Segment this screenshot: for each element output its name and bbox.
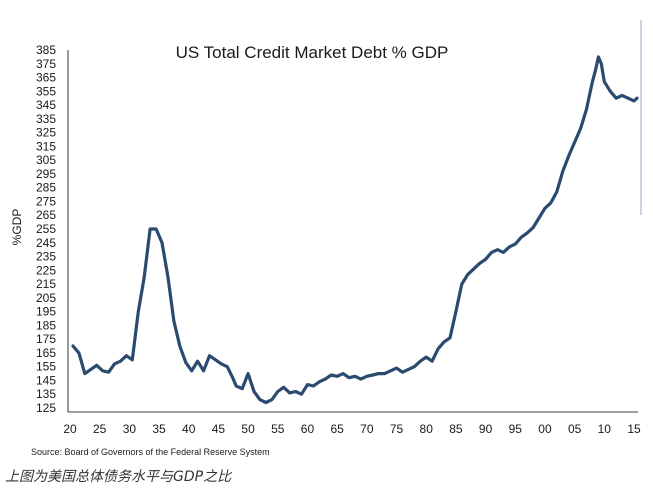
y-tick-label: 165 xyxy=(36,346,56,360)
y-tick-label: 295 xyxy=(36,167,56,181)
image-caption: 上图为美国总体债务水平与GDP之比 xyxy=(5,469,233,485)
source-note: Source: Board of Governors of the Federa… xyxy=(31,447,270,457)
y-tick-label: 195 xyxy=(36,305,56,319)
x-tick-label: 30 xyxy=(123,422,137,436)
y-tick-label: 215 xyxy=(36,277,56,291)
x-tick-label: 60 xyxy=(301,422,315,436)
y-tick-label: 185 xyxy=(36,318,56,332)
y-tick-label: 285 xyxy=(36,181,56,195)
x-tick-label: 95 xyxy=(509,422,523,436)
y-tick-label: 205 xyxy=(36,291,56,305)
x-tick-label: 50 xyxy=(241,422,255,436)
x-tick-label: 25 xyxy=(93,422,107,436)
y-tick-label: 355 xyxy=(36,84,56,98)
y-tick-labels: 3853753653553453353253153052952852752652… xyxy=(36,43,56,415)
y-tick-label: 375 xyxy=(36,57,56,71)
y-tick-label: 135 xyxy=(36,387,56,401)
y-tick-label: 145 xyxy=(36,373,56,387)
x-tick-label: 55 xyxy=(271,422,285,436)
x-tick-label: 10 xyxy=(598,422,612,436)
y-tick-label: 365 xyxy=(36,71,56,85)
x-tick-label: 70 xyxy=(360,422,374,436)
x-tick-label: 45 xyxy=(212,422,226,436)
y-tick-label: 265 xyxy=(36,208,56,222)
y-tick-label: 345 xyxy=(36,98,56,112)
y-tick-label: 275 xyxy=(36,194,56,208)
x-tick-label: 35 xyxy=(152,422,166,436)
y-tick-label: 245 xyxy=(36,236,56,250)
y-tick-label: 315 xyxy=(36,139,56,153)
x-tick-label: 85 xyxy=(449,422,463,436)
series-line xyxy=(71,55,639,405)
x-tick-label: 65 xyxy=(330,422,344,436)
y-tick-label: 255 xyxy=(36,222,56,236)
x-tick-label: 75 xyxy=(390,422,404,436)
x-tick-label: 05 xyxy=(568,422,582,436)
x-tick-label: 40 xyxy=(182,422,196,436)
x-tick-label: 80 xyxy=(420,422,434,436)
y-tick-label: 305 xyxy=(36,153,56,167)
x-tick-label: 00 xyxy=(538,422,552,436)
x-tick-labels: 20 25 30 35 40 45 50 55 60 65 70 75 80 85 90 95 00 05 10 15 xyxy=(63,422,641,436)
y-tick-label: 385 xyxy=(36,43,56,57)
y-tick-label: 335 xyxy=(36,112,56,126)
y-tick-label: 235 xyxy=(36,250,56,264)
x-tick-label: 15 xyxy=(627,422,641,436)
y-tick-label: 175 xyxy=(36,332,56,346)
x-tick-label: 20 xyxy=(63,422,77,436)
y-tick-label: 225 xyxy=(36,263,56,277)
x-tick-label: 90 xyxy=(479,422,493,436)
y-tick-label: 125 xyxy=(36,401,56,415)
y-tick-label: 325 xyxy=(36,126,56,140)
chart-title: US Total Credit Market Debt % GDP xyxy=(176,43,449,62)
y-axis-label: %GDP xyxy=(10,209,24,246)
y-tick-label: 155 xyxy=(36,360,56,374)
